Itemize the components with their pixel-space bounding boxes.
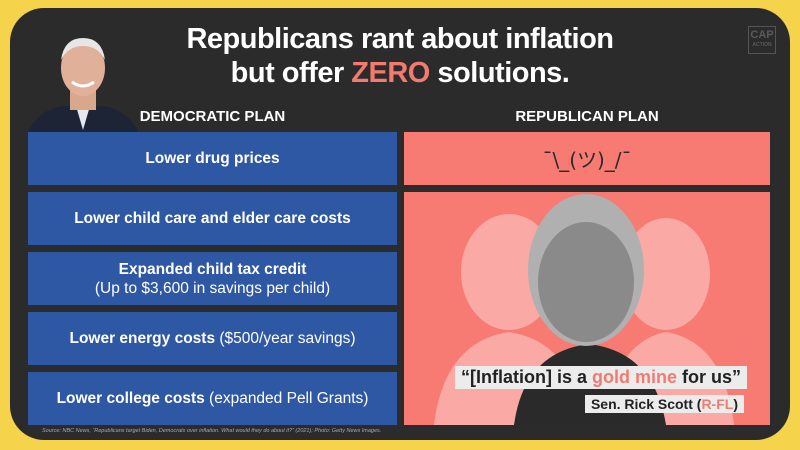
attribution-text: Sen. Rick Scott ( (590, 396, 702, 412)
logo-subtext: ACTION (752, 42, 772, 48)
republican-plan-box: ¯\_(ツ)_/¯ (404, 132, 770, 185)
plan-item-title: Expanded child tax credit (118, 260, 307, 278)
logo-text: CAP (750, 29, 774, 41)
headline: Republicans rant about inflation but off… (120, 22, 680, 90)
republican-photo-panel (404, 192, 770, 425)
plan-item: Lower child care and elder care costs (28, 192, 397, 245)
plan-item: Expanded child tax credit (Up to $3,600 i… (28, 252, 397, 305)
biden-photo (28, 30, 138, 132)
source-citation: Source: NBC News, “Republicans target Bi… (42, 428, 382, 434)
democratic-plan-heading: DEMOCRATIC PLAN (139, 108, 286, 125)
plan-item: Lower college costs (expanded Pell Grant… (28, 372, 397, 425)
quote: “[Inflation] is a gold mine for us” (455, 366, 748, 389)
party-label: R-FL (701, 396, 734, 412)
quote-highlight: gold mine (592, 367, 678, 387)
plan-item-detail: (Up to $3,600 in savings per child) (94, 279, 331, 297)
plan-item: Lower drug prices (28, 132, 397, 185)
headline-line2: but offer ZERO solutions. (120, 56, 680, 90)
headline-text: solutions. (429, 57, 570, 89)
plan-item-detail: ($500/year savings) (215, 330, 356, 347)
headline-text: but offer (230, 57, 352, 89)
plan-item-title: Lower energy costs (69, 330, 216, 347)
quote-text: “[Inflation] is a (461, 367, 593, 387)
plan-item-title: Lower college costs (56, 390, 205, 407)
plan-item-detail: (expanded Pell Grants) (204, 390, 369, 407)
headline-highlight: ZERO (351, 57, 430, 89)
headline-line1: Republicans rant about inflation (186, 23, 614, 55)
plan-item-title: Lower drug prices (145, 150, 280, 167)
attribution-text: ) (733, 396, 738, 412)
republican-plan-heading: REPUBLICAN PLAN (515, 108, 659, 125)
republican-senators-photo (434, 194, 734, 425)
quote-text: for us” (677, 367, 742, 387)
plan-item-title: Lower child care and elder care costs (74, 210, 351, 227)
quote-attribution: Sen. Rick Scott (R-FL) (584, 395, 744, 413)
cap-action-logo: CAP ACTION (748, 26, 776, 54)
plan-item: Lower energy costs ($500/year savings) (28, 312, 397, 365)
shrug-emoticon: ¯\_(ツ)_/¯ (542, 148, 632, 172)
